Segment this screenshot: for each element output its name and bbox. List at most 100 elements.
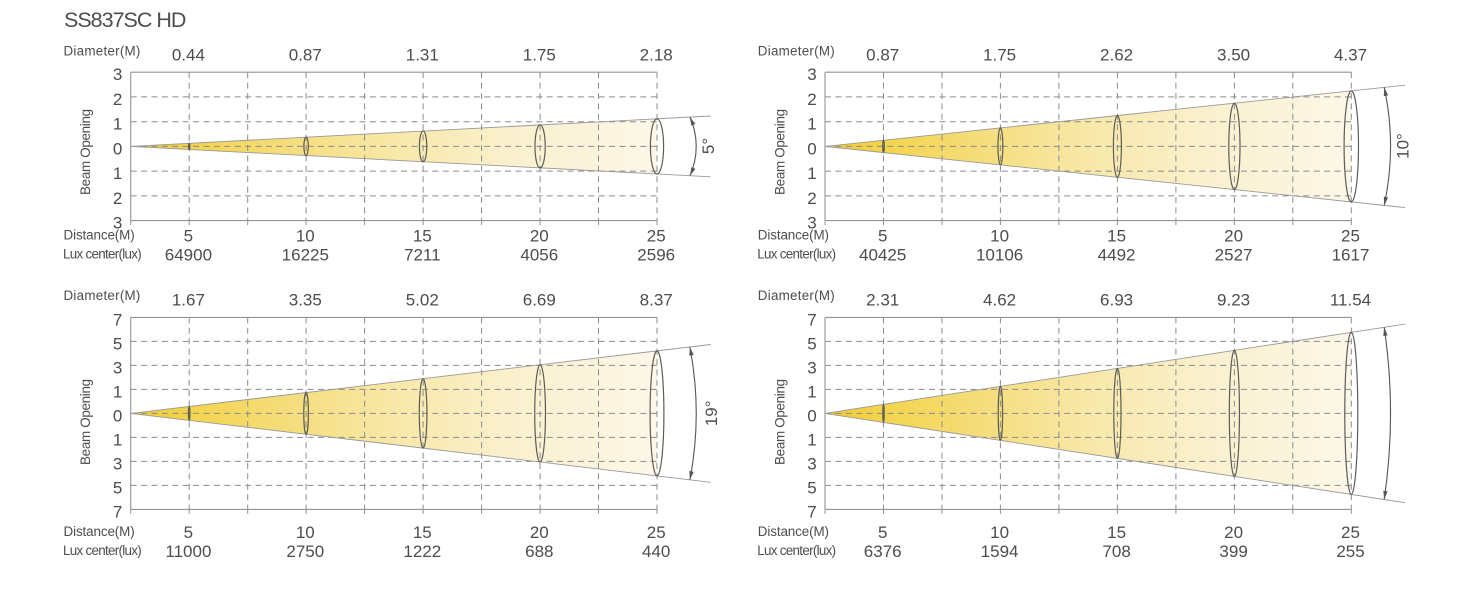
- svg-text:5: 5: [878, 226, 887, 245]
- svg-text:1222: 1222: [403, 542, 441, 561]
- svg-text:6.93: 6.93: [1100, 291, 1133, 310]
- svg-text:6.69: 6.69: [523, 291, 556, 310]
- svg-text:Diameter(M): Diameter(M): [64, 288, 141, 303]
- svg-text:4.37: 4.37: [1334, 45, 1367, 64]
- svg-text:64900: 64900: [165, 245, 212, 264]
- svg-text:2.62: 2.62: [1100, 45, 1133, 64]
- svg-text:2: 2: [113, 90, 122, 109]
- svg-text:2: 2: [807, 189, 816, 208]
- svg-text:1617: 1617: [1332, 245, 1370, 264]
- svg-text:440: 440: [642, 542, 670, 561]
- svg-text:3: 3: [807, 454, 816, 473]
- svg-text:20: 20: [530, 226, 549, 245]
- svg-text:2.18: 2.18: [640, 45, 673, 64]
- svg-text:40425: 40425: [859, 245, 906, 264]
- svg-text:10: 10: [296, 523, 315, 542]
- svg-text:3: 3: [807, 214, 816, 233]
- svg-text:7: 7: [807, 502, 816, 521]
- svg-text:15: 15: [413, 523, 432, 542]
- svg-text:Beam Opening: Beam Opening: [78, 379, 93, 465]
- svg-text:2.31: 2.31: [866, 291, 899, 310]
- svg-text:Lux center(lux): Lux center(lux): [63, 543, 141, 558]
- svg-text:25: 25: [1341, 226, 1360, 245]
- svg-text:1.75: 1.75: [983, 45, 1016, 64]
- svg-text:8.37: 8.37: [640, 291, 673, 310]
- svg-text:Distance(M): Distance(M): [64, 524, 135, 539]
- svg-text:2527: 2527: [1215, 245, 1253, 264]
- svg-text:5: 5: [113, 478, 122, 497]
- svg-text:Distance(M): Distance(M): [758, 228, 829, 243]
- svg-text:25: 25: [647, 226, 666, 245]
- svg-text:20: 20: [530, 523, 549, 542]
- svg-text:0.87: 0.87: [866, 45, 899, 64]
- svg-text:3: 3: [113, 214, 122, 233]
- svg-text:2750: 2750: [286, 542, 324, 561]
- svg-text:5: 5: [807, 478, 816, 497]
- svg-text:10106: 10106: [976, 245, 1023, 264]
- svg-text:Lux center(lux): Lux center(lux): [757, 246, 835, 261]
- svg-text:10: 10: [296, 226, 315, 245]
- svg-text:Distance(M): Distance(M): [64, 228, 135, 243]
- svg-text:Diameter(M): Diameter(M): [758, 288, 835, 303]
- svg-text:Diameter(M): Diameter(M): [758, 44, 835, 59]
- svg-text:3: 3: [113, 358, 122, 377]
- svg-text:5: 5: [878, 523, 887, 542]
- svg-text:1: 1: [113, 164, 122, 183]
- svg-text:1.67: 1.67: [172, 291, 205, 310]
- svg-text:16225: 16225: [282, 245, 329, 264]
- svg-text:1: 1: [113, 115, 122, 134]
- svg-text:5: 5: [184, 523, 193, 542]
- svg-text:15: 15: [413, 226, 432, 245]
- svg-text:0: 0: [807, 406, 816, 425]
- svg-text:15: 15: [1107, 523, 1126, 542]
- svg-text:1: 1: [807, 430, 816, 449]
- svg-text:Lux center(lux): Lux center(lux): [63, 246, 141, 261]
- svg-text:10°: 10°: [1394, 133, 1413, 159]
- svg-text:10: 10: [990, 226, 1009, 245]
- svg-text:25: 25: [1341, 523, 1360, 542]
- svg-text:10: 10: [990, 523, 1009, 542]
- svg-text:0.44: 0.44: [172, 45, 205, 64]
- svg-text:7: 7: [807, 310, 816, 329]
- svg-text:2: 2: [807, 90, 816, 109]
- svg-text:9.23: 9.23: [1217, 291, 1250, 310]
- svg-text:SS837SC HD: SS837SC HD: [64, 8, 186, 32]
- svg-text:11.54: 11.54: [1330, 291, 1371, 310]
- svg-text:255: 255: [1336, 542, 1364, 561]
- svg-text:1.31: 1.31: [406, 45, 439, 64]
- svg-text:5°: 5°: [699, 138, 718, 154]
- svg-text:5: 5: [807, 334, 816, 353]
- svg-text:5.02: 5.02: [406, 291, 439, 310]
- svg-text:399: 399: [1219, 542, 1247, 561]
- svg-text:25: 25: [647, 523, 666, 542]
- svg-text:708: 708: [1102, 542, 1130, 561]
- svg-text:3.35: 3.35: [289, 291, 322, 310]
- svg-text:Diameter(M): Diameter(M): [64, 44, 141, 59]
- svg-text:11000: 11000: [165, 542, 211, 561]
- svg-text:4056: 4056: [520, 245, 558, 264]
- svg-text:5: 5: [113, 334, 122, 353]
- svg-text:7211: 7211: [404, 245, 441, 264]
- svg-text:4.62: 4.62: [983, 291, 1016, 310]
- svg-text:Beam Opening: Beam Opening: [772, 109, 787, 195]
- svg-text:Beam Opening: Beam Opening: [78, 109, 93, 195]
- svg-text:3: 3: [113, 65, 122, 84]
- svg-text:3: 3: [113, 454, 122, 473]
- svg-text:0: 0: [113, 139, 122, 158]
- svg-text:1594: 1594: [981, 542, 1019, 561]
- svg-text:1: 1: [113, 430, 122, 449]
- svg-text:Lux center(lux): Lux center(lux): [757, 543, 835, 558]
- svg-text:5: 5: [184, 226, 193, 245]
- svg-text:15: 15: [1107, 226, 1126, 245]
- svg-text:20: 20: [1224, 523, 1243, 542]
- svg-text:19°: 19°: [702, 400, 721, 426]
- svg-text:2: 2: [113, 189, 122, 208]
- svg-text:3.50: 3.50: [1217, 45, 1250, 64]
- svg-text:6376: 6376: [864, 542, 902, 561]
- svg-text:1: 1: [807, 115, 816, 134]
- svg-text:20: 20: [1224, 226, 1243, 245]
- svg-text:0: 0: [113, 406, 122, 425]
- svg-text:1: 1: [807, 382, 816, 401]
- svg-text:688: 688: [525, 542, 553, 561]
- svg-text:7: 7: [113, 502, 122, 521]
